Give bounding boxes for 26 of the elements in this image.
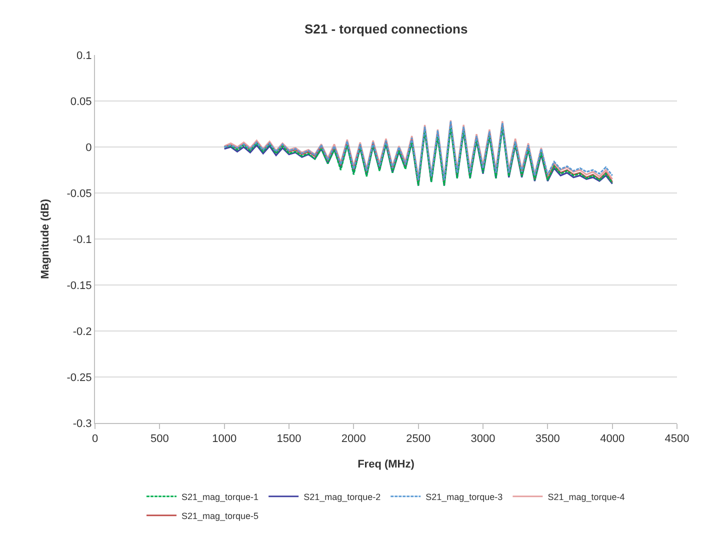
x-tick-label: 1500 bbox=[276, 433, 302, 446]
legend-label: S21_mag_torque-4 bbox=[548, 492, 625, 502]
y-tick-label: 0.05 bbox=[70, 96, 92, 108]
y-tick-label: -0.15 bbox=[66, 280, 92, 292]
y-tick-label: -0.3 bbox=[72, 418, 92, 430]
chart-title: S21 - torqued connections bbox=[304, 21, 468, 36]
x-tick-label: 1000 bbox=[212, 433, 237, 446]
y-tick-label: 0 bbox=[86, 142, 92, 154]
legend-label: S21_mag_torque-5 bbox=[182, 510, 259, 521]
x-tick-label: 3000 bbox=[470, 433, 496, 446]
legend-label: S21_mag_torque-3 bbox=[426, 492, 503, 502]
y-tick-label: 0.1 bbox=[76, 50, 92, 62]
y-tick-label: -0.2 bbox=[72, 326, 92, 338]
x-tick-label: 4000 bbox=[600, 433, 625, 446]
x-tick-label: 2000 bbox=[341, 433, 366, 446]
x-tick-label: 2500 bbox=[406, 433, 431, 446]
legend-label: S21_mag_torque-2 bbox=[304, 492, 381, 502]
y-axis-title: Magnitude (dB) bbox=[39, 198, 52, 280]
x-axis-title: Freq (MHz) bbox=[358, 458, 415, 470]
y-tick-label: -0.05 bbox=[66, 188, 92, 200]
x-tick-label: 3500 bbox=[535, 433, 560, 446]
y-tick-label: -0.1 bbox=[72, 234, 92, 246]
y-tick-label: -0.25 bbox=[66, 372, 92, 384]
x-tick-label: 4500 bbox=[664, 433, 690, 446]
x-tick-label: 500 bbox=[150, 433, 169, 446]
legend-label: S21_mag_torque-1 bbox=[182, 492, 259, 502]
